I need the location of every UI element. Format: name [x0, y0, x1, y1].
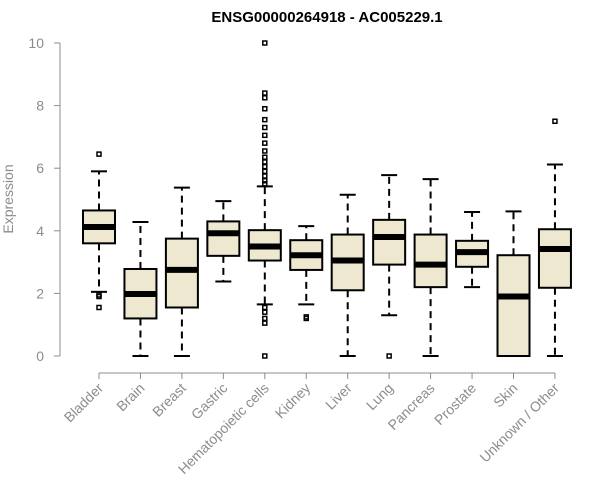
outlier-point: [262, 353, 268, 359]
outlier-point: [303, 315, 309, 322]
box-group: [496, 210, 531, 358]
y-tick-label: 6: [36, 160, 44, 176]
outlier-point: [262, 315, 268, 322]
x-tick-label: Unknown / Other: [476, 380, 562, 466]
outlier-point: [262, 132, 268, 139]
y-axis-ticks: 0 2 4 6 8 10: [28, 35, 60, 364]
iqr-box: [164, 237, 199, 309]
outlier-point: [262, 90, 268, 96]
outlier-point: [262, 148, 268, 154]
box-group: [372, 174, 407, 359]
iqr-box: [537, 228, 572, 289]
outlier-point: [552, 118, 558, 124]
box-group: [164, 186, 199, 357]
outlier-point: [262, 320, 268, 326]
iqr-box: [496, 254, 531, 358]
outlier-point: [262, 40, 268, 46]
y-tick-label: 4: [36, 223, 44, 239]
outlier-point: [262, 177, 268, 184]
box-group: [247, 40, 282, 359]
outlier-point: [262, 116, 268, 123]
outlier-point: [262, 173, 268, 179]
box-group: [123, 221, 158, 357]
y-tick-label: 10: [28, 35, 44, 51]
outlier-point: [262, 124, 268, 131]
y-tick-label: 8: [36, 98, 44, 114]
x-tick-label: Kidney: [272, 380, 314, 422]
iqr-box: [372, 218, 407, 266]
box-group: [206, 200, 241, 283]
y-axis-label: Expression: [0, 164, 16, 233]
x-tick-label: Breast: [149, 380, 189, 420]
x-tick-label: Brain: [113, 380, 147, 414]
x-tick-label: Prostate: [431, 380, 479, 428]
box-group: [330, 193, 365, 357]
box-group: [82, 151, 116, 311]
box-group: [413, 178, 448, 357]
iqr-box: [206, 220, 241, 257]
outlier-point: [96, 151, 102, 157]
outlier-point: [386, 353, 392, 359]
outlier-point: [262, 140, 268, 146]
chart-title: ENSG00000264918 - AC005229.1: [211, 9, 442, 26]
box-group: [537, 118, 572, 357]
x-tick-label: Skin: [490, 380, 521, 411]
x-tick-label: Bladder: [61, 380, 107, 426]
outlier-point: [96, 304, 102, 311]
y-tick-label: 0: [36, 348, 44, 364]
x-tick-label: Lung: [363, 380, 396, 413]
iqr-box: [413, 233, 448, 289]
box-group: [455, 211, 490, 289]
y-tick-label: 2: [36, 285, 44, 301]
outlier-point: [262, 159, 268, 165]
outlier-point: [262, 95, 268, 101]
outlier-point: [262, 304, 268, 311]
outlier-point: [262, 168, 268, 175]
box-group: [289, 225, 324, 322]
outlier-point: [262, 163, 268, 170]
outlier-point: [96, 293, 102, 300]
outlier-point: [262, 181, 268, 187]
outlier-point: [262, 309, 268, 315]
x-tick-label: Liver: [322, 380, 355, 413]
outlier-point: [262, 105, 268, 112]
box-series: [82, 40, 572, 359]
outlier-point: [262, 154, 268, 160]
